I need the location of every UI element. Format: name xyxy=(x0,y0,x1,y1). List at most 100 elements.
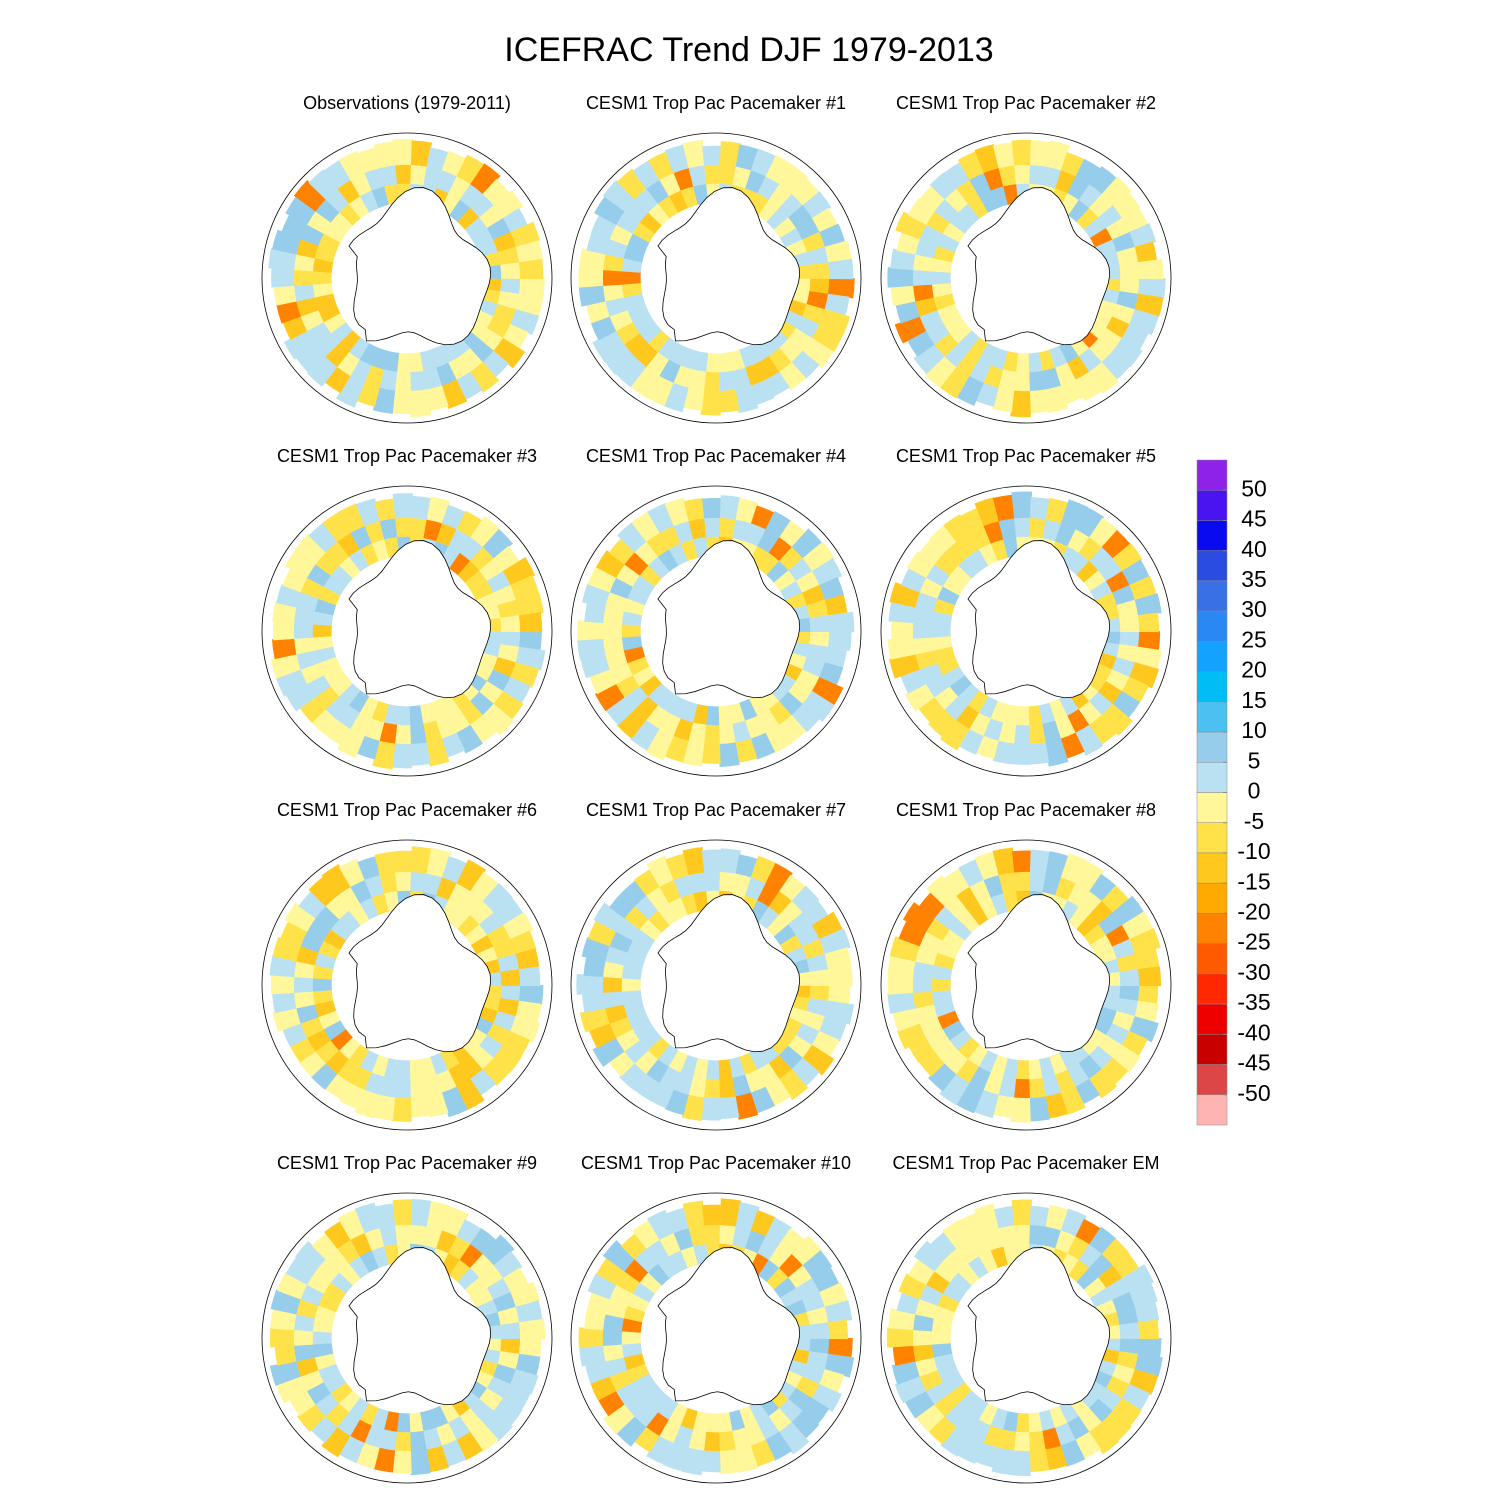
ice-patch xyxy=(272,601,297,624)
ice-patch xyxy=(811,324,844,353)
ice-patch xyxy=(311,1232,339,1260)
ice-patch xyxy=(907,198,936,225)
ice-patch xyxy=(1089,873,1117,902)
ice-patch xyxy=(718,1449,740,1475)
ice-patch xyxy=(719,517,737,539)
colorbar-box xyxy=(1196,641,1228,672)
ice-patch xyxy=(425,738,450,767)
ice-patch xyxy=(631,1372,656,1395)
ice-patch xyxy=(1012,371,1031,395)
ice-patch xyxy=(580,653,610,679)
map-boundary xyxy=(261,839,553,1131)
continent xyxy=(967,894,1111,1053)
ice-patch xyxy=(355,498,381,527)
ice-patch xyxy=(410,846,433,874)
ice-patch xyxy=(291,283,315,302)
ice-patch xyxy=(1060,732,1085,759)
panel-title: CESM1 Trop Pac Pacemaker #9 xyxy=(277,1153,537,1173)
ice-patch xyxy=(283,330,316,360)
ice-patch xyxy=(272,991,297,1014)
ice-patch xyxy=(926,977,951,992)
ice-patch xyxy=(929,524,958,553)
ice-patch xyxy=(1134,241,1158,264)
map-boundary xyxy=(880,839,1172,1131)
ice-patch xyxy=(957,1435,984,1465)
ice-patch xyxy=(577,637,606,660)
ice-patch xyxy=(605,696,635,726)
ice-patch xyxy=(718,1096,740,1120)
ice-patch xyxy=(379,163,398,187)
ice-patch xyxy=(1088,715,1118,745)
ice-patch xyxy=(765,863,793,892)
ice-patch xyxy=(719,141,741,167)
ice-patch xyxy=(944,1247,969,1273)
panel-title: CESM1 Trop Pac Pacemaker EM xyxy=(892,1153,1159,1173)
ice-patch xyxy=(1119,1321,1142,1340)
ice-patch xyxy=(595,550,626,578)
ice-patch xyxy=(1119,614,1142,633)
ice-patch xyxy=(791,885,820,914)
ice-patch xyxy=(1044,1445,1068,1471)
ice-patch xyxy=(702,1431,721,1454)
ice-patch xyxy=(293,253,315,272)
ice-patch xyxy=(824,947,852,971)
ice-patch xyxy=(435,715,458,741)
ice-patch xyxy=(717,1059,734,1084)
ice-patch xyxy=(827,258,854,280)
ice-patch xyxy=(270,1289,302,1315)
ice-patch xyxy=(509,1016,541,1043)
ice-patch xyxy=(470,516,501,548)
ice-patch xyxy=(296,296,319,317)
ice-patch xyxy=(680,891,699,916)
ice-patch xyxy=(632,221,656,243)
ice-patch xyxy=(293,179,327,212)
ice-patch xyxy=(887,267,914,288)
ice-patch xyxy=(1028,1449,1050,1473)
map-boundary xyxy=(880,1192,1172,1484)
ice-patch xyxy=(410,140,433,167)
ice-patch xyxy=(663,1442,689,1472)
ice-patch xyxy=(924,355,957,389)
ice-patch xyxy=(626,939,650,960)
ice-patch xyxy=(766,1267,789,1291)
ice-patch xyxy=(486,1376,511,1399)
ice-patch xyxy=(518,1338,542,1358)
ice-patch xyxy=(778,715,807,744)
ice-patch xyxy=(291,636,315,656)
ice-patch xyxy=(482,178,511,207)
colorbar-label: 5 xyxy=(1248,747,1261,773)
ice-patch xyxy=(285,548,317,578)
ice-patch xyxy=(469,715,498,744)
ice-patch xyxy=(357,856,381,881)
ice-patch xyxy=(621,610,643,626)
ice-patch xyxy=(592,330,625,361)
ice-patch xyxy=(765,154,794,185)
ice-patch xyxy=(701,849,722,873)
ice-patch xyxy=(1121,324,1149,351)
ice-patch xyxy=(509,662,540,688)
ice-patch xyxy=(1089,934,1114,955)
ice-patch xyxy=(802,191,832,219)
colorbar-box xyxy=(1196,973,1228,1005)
ice-patch xyxy=(681,1447,705,1476)
ice-patch xyxy=(809,631,832,649)
ice-patch xyxy=(1029,496,1051,520)
ice-patch xyxy=(692,886,709,912)
ice-patch xyxy=(323,159,352,189)
ice-patch xyxy=(892,1007,920,1032)
ice-patch xyxy=(1074,724,1104,756)
ice-patch xyxy=(991,1447,1015,1476)
ice-patch xyxy=(1002,534,1019,558)
ice-patch xyxy=(750,148,777,177)
ice-patch xyxy=(890,248,916,271)
ice-patch xyxy=(1058,693,1080,718)
ice-patch xyxy=(1028,1430,1047,1455)
ice-patch xyxy=(1002,182,1019,205)
map-boundary xyxy=(880,132,1172,424)
colorbar-label: 0 xyxy=(1248,778,1261,804)
ice-patch xyxy=(929,989,953,1006)
ice-patch xyxy=(312,257,334,273)
ice-patch xyxy=(779,1228,806,1255)
ice-patch xyxy=(502,1267,529,1293)
